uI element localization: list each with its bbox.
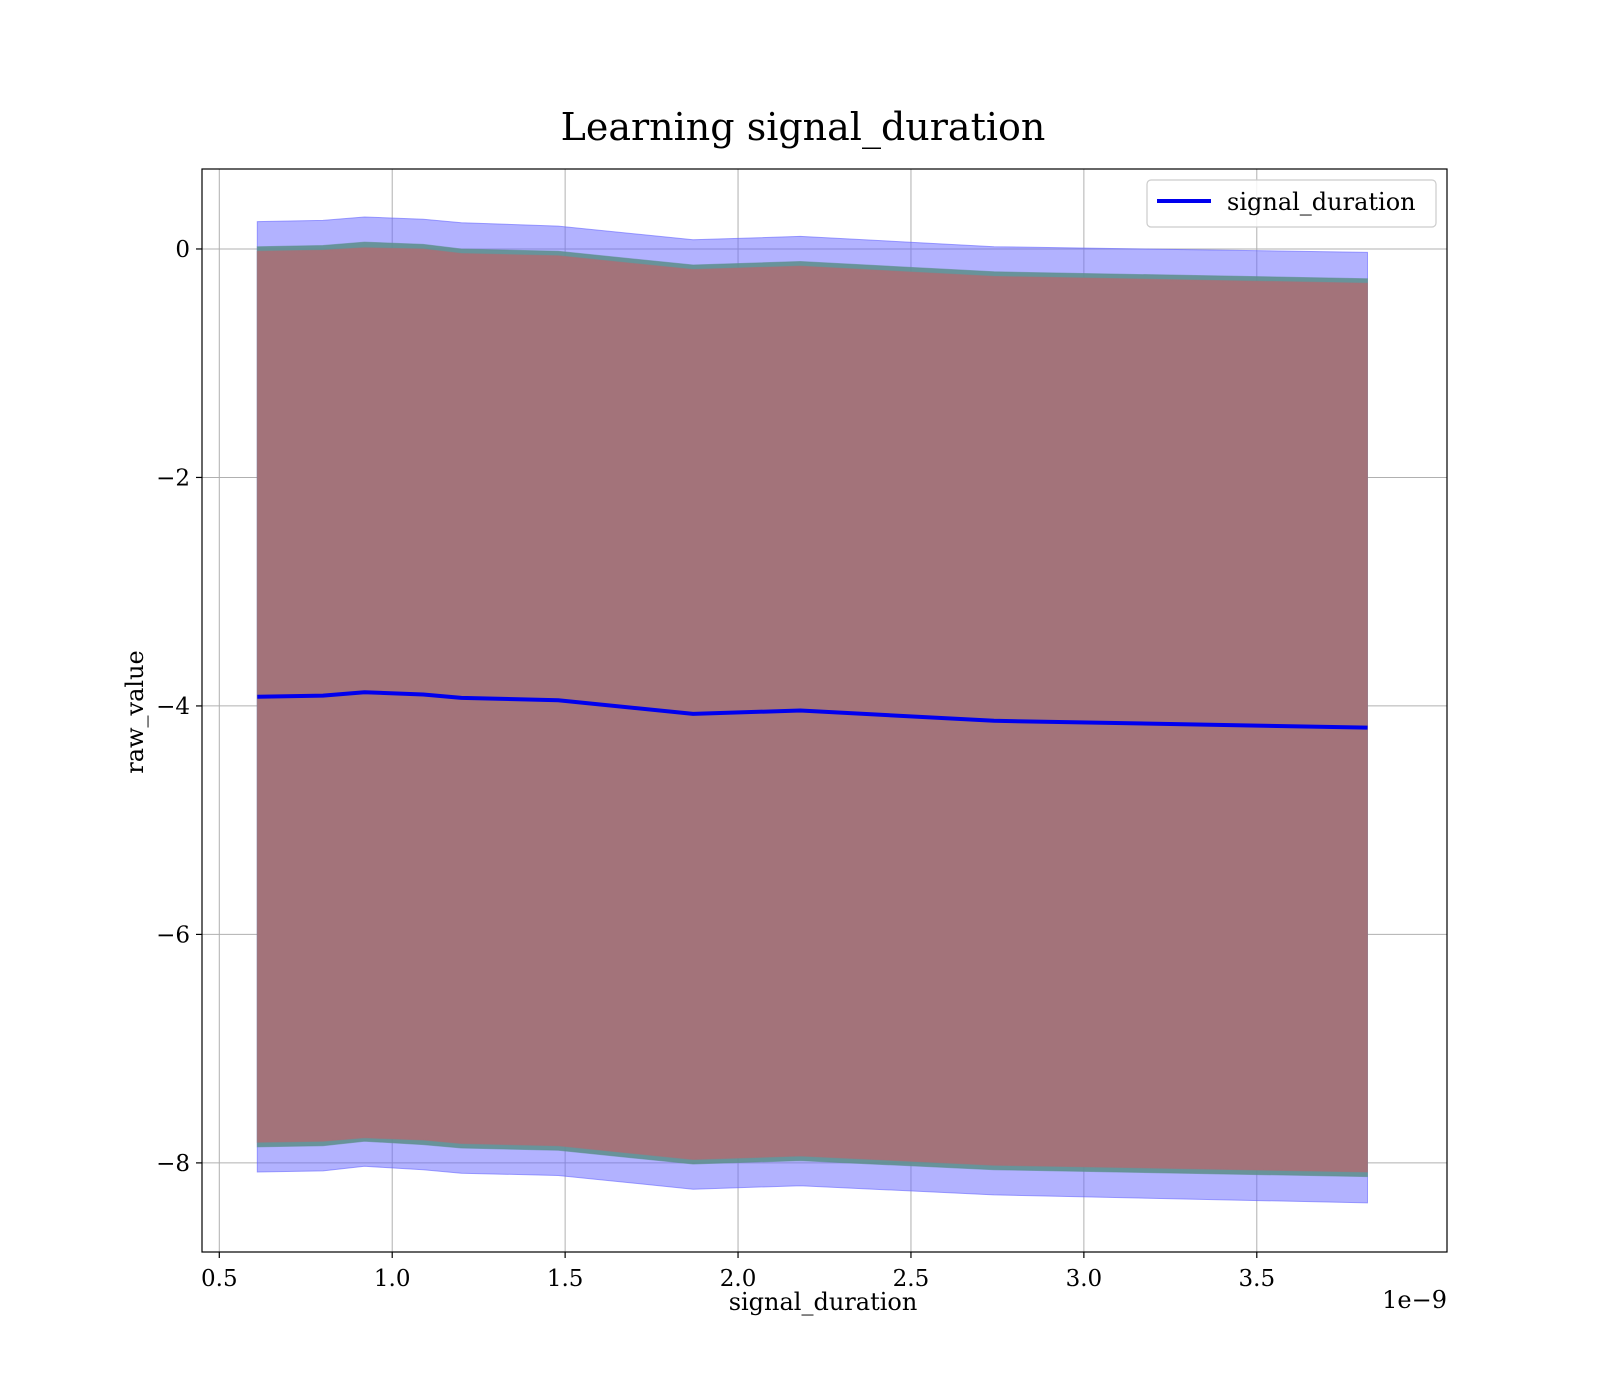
x-axis-label: signal_duration — [729, 1288, 918, 1316]
y-tick-label: −6 — [156, 922, 190, 948]
x-tick-label: 1.5 — [547, 1266, 584, 1292]
x-tick-label: 2.5 — [893, 1266, 930, 1292]
x-tick-label: 3.5 — [1239, 1266, 1276, 1292]
plot-area: 0.5 1.0 1.5 2.0 2.5 3.0 3.5 0 −2 −4 −6 −8 — [156, 168, 1448, 1292]
series-line — [257, 690, 1368, 730]
y-axis-label: raw_value — [121, 650, 149, 774]
legend: signal_duration — [1146, 179, 1437, 228]
y-tick-label: −2 — [156, 465, 190, 491]
x-tick-label: 2.0 — [720, 1266, 757, 1292]
y-tick-label: −8 — [156, 1151, 190, 1177]
legend-box — [1146, 179, 1437, 228]
y-tick-label: −4 — [156, 694, 190, 720]
x-axis-offset-text: 1e−9 — [1382, 1286, 1447, 1314]
y-tick-label: 0 — [175, 237, 190, 263]
legend-label: signal_duration — [1227, 188, 1416, 216]
x-tick-label: 1.0 — [374, 1266, 411, 1292]
axes-frame — [201, 168, 1448, 1253]
chart-title: Learning signal_duration — [561, 105, 1046, 150]
x-tick-label: 0.5 — [201, 1266, 238, 1292]
x-tick-label: 3.0 — [1066, 1266, 1103, 1292]
